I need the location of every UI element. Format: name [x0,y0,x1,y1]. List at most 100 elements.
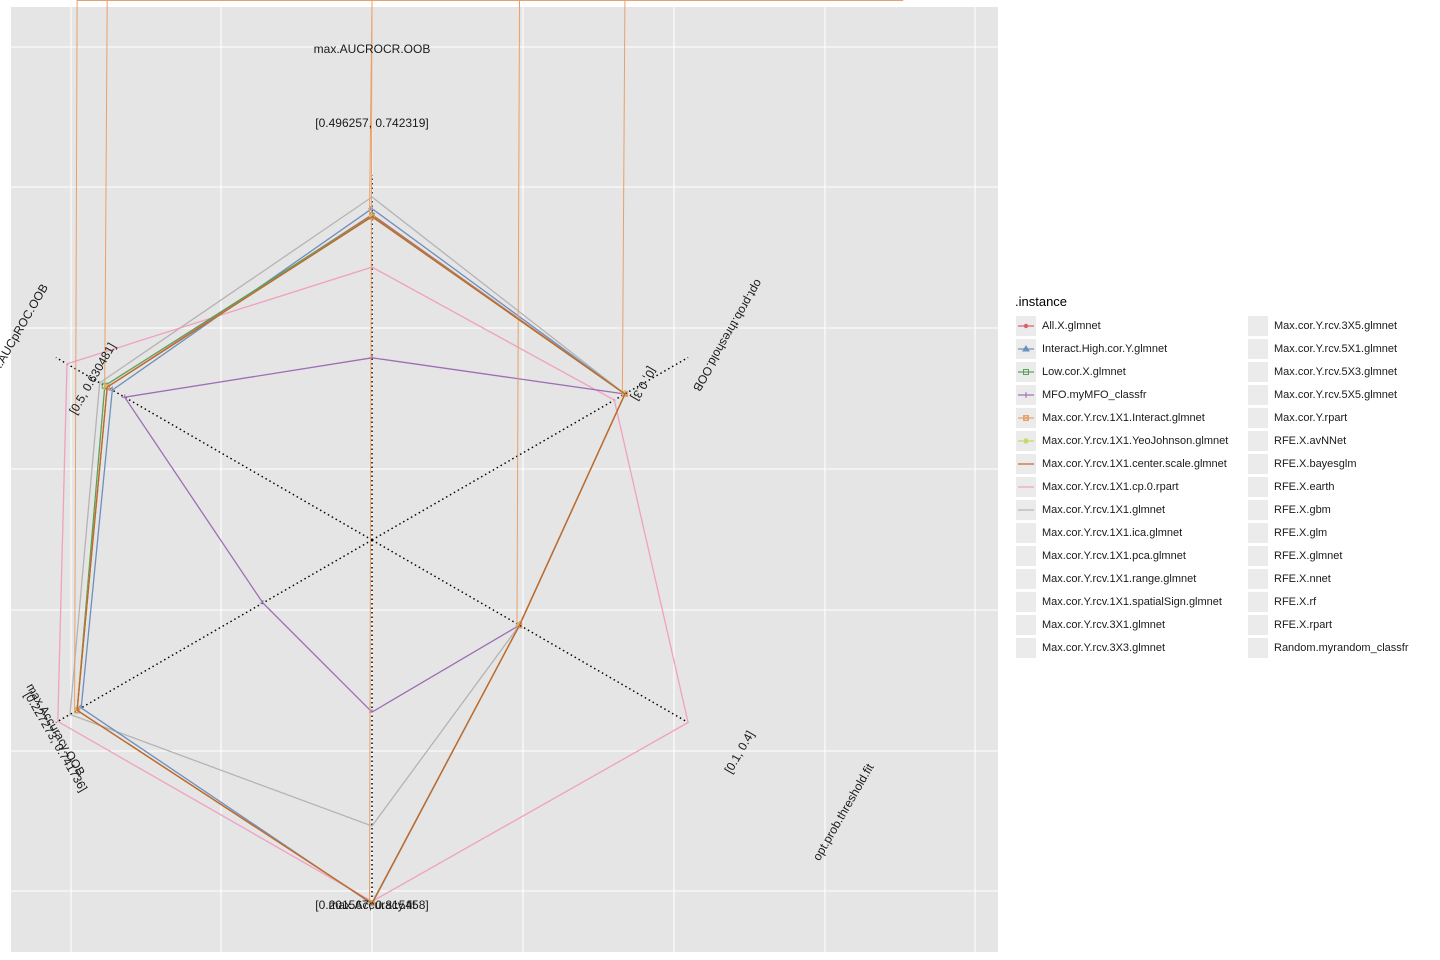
legend-label: MFO.myMFO_classfr [1042,388,1147,401]
legend-label: All.X.glmnet [1042,319,1101,332]
legend-label: Max.cor.Y.rcv.3X5.glmnet [1274,319,1398,332]
legend-label: Max.cor.Y.rcv.1X1.YeoJohnson.glmnet [1042,434,1229,447]
legend-key [1248,430,1268,451]
legend-title: .instance [1015,294,1068,309]
legend-item: All.X.glmnet [1016,314,1228,337]
legend-key [1248,499,1268,520]
legend-item: RFE.X.avNNet [1248,429,1409,452]
legend-item: Max.cor.Y.rcv.5X3.glmnet [1248,360,1409,383]
legend-item: Max.cor.Y.rcv.1X1.spatialSign.glmnet [1016,590,1228,613]
legend-label: RFE.X.bayesglm [1274,457,1357,470]
legend-item: RFE.X.bayesglm [1248,452,1409,475]
data-point [369,354,373,359]
legend-item: RFE.X.gbm [1248,498,1409,521]
legend-item: Low.cor.X.glmnet [1016,360,1228,383]
legend-item: RFE.X.earth [1248,475,1409,498]
legend-label: Max.cor.Y.rcv.1X1.center.scale.glmnet [1042,457,1227,470]
legend-item: Max.cor.Y.rpart [1248,406,1409,429]
legend-item: Max.cor.Y.rcv.1X1.glmnet [1016,498,1228,521]
legend-key [1248,384,1268,405]
legend-item: RFE.X.glm [1248,521,1409,544]
axis-name-label: max.Accuracy.fit [328,898,416,912]
data-point [104,0,388,391]
legend-item: RFE.X.glmnet [1248,544,1409,567]
legend-item: Max.cor.Y.rcv.1X1.Interact.glmnet [1016,406,1228,429]
legend-column-1: All.X.glmnet Interact.High.cor.Y.glmnet Lo… [1016,314,1228,659]
data-point [621,391,626,395]
legend-label: RFE.X.avNNet [1274,434,1347,447]
legend-key [1248,361,1268,382]
axis-name-label: max.AUCROCR.OOB [314,42,431,56]
legend-key [1248,545,1268,566]
legend-label: RFE.X.gbm [1274,503,1331,516]
legend-label: Max.cor.Y.rcv.5X5.glmnet [1274,388,1398,401]
legend-label: RFE.X.glm [1274,526,1328,539]
legend-key [1016,430,1036,451]
data-point [369,900,373,904]
legend-key [1016,361,1036,382]
axis-range-label: [0.496257, 0.742319] [315,116,428,130]
legend-key [1016,407,1036,428]
series-Max.cor.Y.rcv.1X1.center.scale.glmnet [76,215,626,905]
legend-item: Max.cor.Y.rcv.1X1.YeoJohnson.glmnet [1016,429,1228,452]
legend-key [1016,453,1036,474]
series-line [76,215,626,905]
legend-label: Low.cor.X.glmnet [1042,365,1126,378]
legend-label: Max.cor.Y.rcv.1X1.pca.glmnet [1042,549,1186,562]
legend-item: RFE.X.nnet [1248,567,1409,590]
legend-item: Max.cor.Y.rcv.5X5.glmnet [1248,383,1409,406]
legend-item: Max.cor.Y.rcv.3X1.glmnet [1016,613,1228,636]
data-point [108,385,113,391]
legend-label: RFE.X.rf [1274,595,1317,608]
legend-key [1016,545,1036,566]
legend-key [1248,614,1268,635]
legend-key [1248,407,1268,428]
legend-key [1248,315,1268,336]
legend-label: Max.cor.Y.rcv.3X3.glmnet [1042,641,1166,654]
legend-item: Random.myrandom_classfr [1248,636,1409,659]
legend-label: Max.cor.Y.rcv.1X1.spatialSign.glmnet [1042,595,1222,608]
data-point [369,213,373,218]
legend-label: RFE.X.nnet [1274,572,1331,585]
legend-label: RFE.X.glmnet [1274,549,1343,562]
legend-label: Max.cor.Y.rpart [1274,411,1348,424]
legend-key [1016,568,1036,589]
legend-label: Max.cor.Y.rcv.1X1.glmnet [1042,503,1166,516]
legend-label: Max.cor.Y.rcv.5X3.glmnet [1274,365,1398,378]
legend-item: Max.cor.Y.rcv.1X1.range.glmnet [1016,567,1228,590]
legend-item: Max.cor.Y.rcv.5X1.glmnet [1248,337,1409,360]
legend-item: Interact.High.cor.Y.glmnet [1016,337,1228,360]
legend-label: Max.cor.Y.rcv.1X1.cp.0.rpart [1042,480,1179,493]
legend-item: Max.cor.Y.rcv.1X1.ica.glmnet [1016,521,1228,544]
legend-key [1016,315,1036,336]
legend-key [1016,499,1036,520]
legend-key [1016,637,1036,658]
legend-label: Max.cor.Y.rcv.1X1.ica.glmnet [1042,526,1183,539]
legend: .instance All.X.glmnet Interact.High.cor.… [1014,294,1434,666]
legend-item: Max.cor.Y.rcv.1X1.cp.0.rpart [1016,475,1228,498]
series-group [57,0,904,907]
legend-key [1248,591,1268,612]
axis-range-label: [0.201567, 0.815458] [315,898,428,912]
legend-item: Max.cor.Y.rcv.3X5.glmnet [1248,314,1409,337]
legend-label: Max.cor.Y.rcv.5X1.glmnet [1274,342,1398,355]
data-point [367,204,373,210]
legend-item: RFE.X.rf [1248,590,1409,613]
legend-key [1248,338,1268,359]
legend-label: RFE.X.earth [1274,480,1335,493]
data-point [121,394,126,398]
legend-key [1248,637,1268,658]
radar-chart: max.AUCROCR.OOB[0.496257, 0.742319]opt.p… [0,0,998,952]
legend-item: Max.cor.Y.rcv.3X3.glmnet [1016,636,1228,659]
legend-key [1248,522,1268,543]
legend-item: RFE.X.rpart [1248,613,1409,636]
data-point [104,384,108,388]
legend-key [1016,384,1036,405]
data-point [259,600,264,604]
legend-key [1016,591,1036,612]
legend-item: Max.cor.Y.rcv.1X1.pca.glmnet [1016,544,1228,567]
legend-key [1248,453,1268,474]
legend-key [1248,476,1268,497]
legend-key [1016,476,1036,497]
legend-key [1016,338,1036,359]
